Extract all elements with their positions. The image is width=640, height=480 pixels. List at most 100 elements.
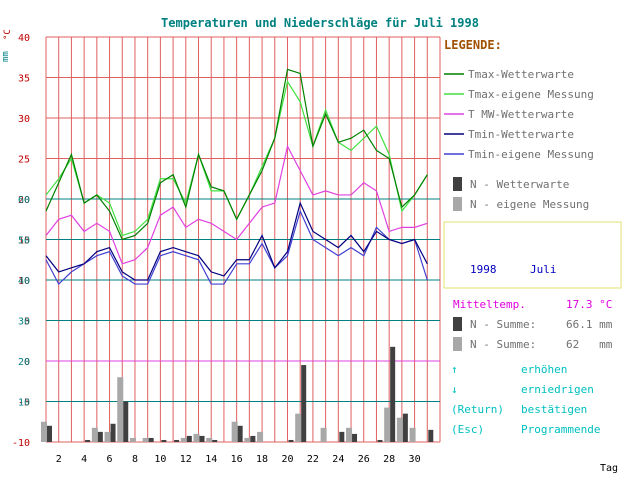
bar-own-measurement [117,377,124,442]
bar-weather-station [123,401,129,442]
sum-own-label: N - Summe: [470,338,536,351]
bar-weather-station [199,435,205,442]
help-action-esc: Programmende [521,423,600,436]
help-key-down: ↓ [451,383,458,396]
bar-own-measurement [142,437,149,442]
bar-own-measurement [129,437,136,442]
bar-own-measurement [257,431,264,442]
bar-own-measurement [244,437,251,442]
x-tick-label: 28 [383,454,395,465]
precip-tick-label: 10 [18,398,30,409]
legend: LEGENDE: Tmax-Wetterwarte Tmax-eigene Me… [444,38,594,211]
precip-tick-label: 30 [18,317,30,328]
x-tick-label: 22 [307,454,319,465]
help-action-return: bestätigen [521,403,587,416]
line-tmin-own [45,209,428,286]
help-key-up: ↑ [451,363,458,376]
x-tick-label: 4 [81,454,87,465]
bar-weather-station [301,365,307,442]
temp-tick-label: 5 [24,317,30,328]
temp-tick-label: 0 [24,357,30,368]
temp-tick-label: 30 [18,114,30,125]
bar-own-measurement [346,427,353,442]
legend-label-bar-own: N - eigene Messung [470,198,589,211]
line-tmean-weather-station [45,144,428,265]
temp-tick-label: 20 [18,195,30,206]
bar-own-measurement [384,407,391,442]
bar-own-measurement [409,427,416,442]
temp-tick-label: 40 [18,33,30,44]
bar-own-measurement [295,413,302,442]
sum-own-value: 62 mm [566,338,613,351]
x-tick-label: 10 [154,454,166,465]
precip-tick-label: 60 [18,195,30,206]
temperature-lines [45,68,428,286]
unit-c-label: °C [3,29,13,40]
bar-own-measurement [193,433,200,442]
temp-tick-label: 35 [18,74,30,85]
help-action-down: erniedrigen [521,383,594,396]
x-tick-label: 14 [205,454,217,465]
bar-weather-station [339,431,345,442]
bar-own-measurement [180,437,187,442]
line-tmax-weather-station [45,68,428,241]
help-action-up: erhöhen [521,363,567,376]
legend-label-tmax-own: Tmax-eigene Messung [468,88,594,101]
legend-swatch-bar-ww [453,177,462,191]
bar-weather-station [110,423,116,442]
sum-ww-swatch [453,317,462,331]
bar-weather-station [288,439,294,442]
bar-own-measurement [396,417,403,442]
x-tick-label: 8 [132,454,138,465]
bar-weather-station [250,435,256,442]
period-month: Juli [530,263,557,276]
x-tick-label: 16 [231,454,243,465]
bar-weather-station [85,439,91,442]
x-tick-label: 26 [358,454,370,465]
bar-weather-station [237,425,243,442]
temp-tick-label: 10 [18,276,30,287]
bar-weather-station [161,439,167,442]
bar-weather-station [186,435,192,442]
bar-own-measurement [320,427,327,442]
legend-label-tmax-ww: Tmax-Wetterwarte [468,68,574,81]
grid [45,36,441,443]
bar-weather-station [47,425,52,442]
legend-swatch-bar-own [453,197,462,211]
help-key-esc: (Esc) [451,423,484,436]
x-tick-label: 20 [281,454,293,465]
bar-weather-station [402,413,408,442]
temp-tick-label: 15 [18,236,30,247]
bar-own-measurement [206,437,213,442]
sum-ww-label: N - Summe: [470,318,536,331]
x-tick-label: 30 [409,454,421,465]
x-tick-label: 2 [56,454,62,465]
key-help: ↑ erhöhen ↓ erniedrigen (Return) bestäti… [451,363,600,436]
bar-weather-station [97,431,103,442]
legend-label-tmin-ww: Tmin-Wetterwarte [468,128,574,141]
bar-weather-station [390,346,396,442]
bar-own-measurement [91,427,98,442]
x-axis-label: Tag [600,463,618,474]
bar-weather-station [377,439,383,442]
help-key-return: (Return) [451,403,504,416]
bar-own-measurement [231,421,238,442]
bar-own-measurement [41,421,47,442]
legend-label-bar-ww: N - Wetterwarte [470,178,569,191]
chart-title: Temperaturen und Niederschläge für Juli … [161,16,479,30]
legend-header: LEGENDE: [444,38,502,52]
x-tick-label: 24 [332,454,344,465]
temp-tick-label: -10 [12,438,30,449]
precip-tick-label: 20 [18,357,30,368]
x-tick-label: 6 [107,454,113,465]
line-tmin-weather-station [45,201,428,281]
bar-weather-station [212,439,218,442]
mean-temp-label: Mitteltemp. [453,298,526,311]
mean-temp-value: 17.3 °C [566,298,612,311]
bar-own-measurement [104,431,111,442]
temp-tick-label: 25 [18,155,30,166]
statistics: Mitteltemp. 17.3 °C N - Summe: 66.1 mm N… [453,298,613,351]
legend-label-tmin-own: Tmin-eigene Messung [468,148,594,161]
